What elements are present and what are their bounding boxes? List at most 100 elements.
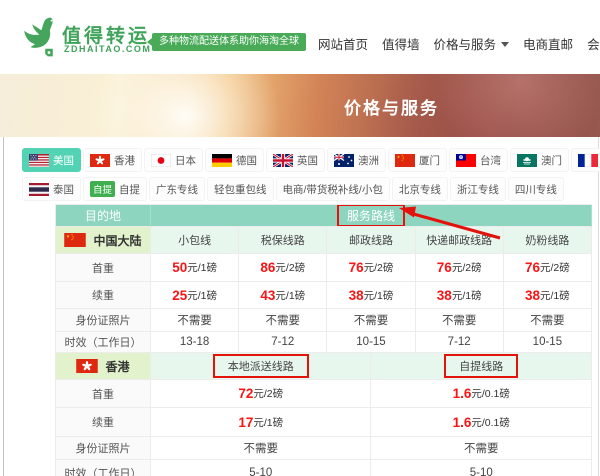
de-flag-icon <box>212 153 232 167</box>
price-cell: 76 元/2磅 <box>327 254 416 282</box>
nav-item-direct-mail[interactable]: 电商直邮 <box>523 38 574 52</box>
au-flag-icon <box>334 153 354 167</box>
id-required-cell: 不需要 <box>151 437 372 460</box>
brand-name[interactable]: 值得转运 <box>62 26 151 47</box>
region-hongkong: 香港 <box>56 353 151 380</box>
nav-item-pricing[interactable]: 价格与服务 <box>434 34 510 53</box>
cn-flag-icon <box>395 153 415 167</box>
gb-flag-icon <box>273 153 293 167</box>
tab-macau[interactable]: 澳门 <box>510 148 569 172</box>
delivery-time-cell: 13-18 <box>151 332 240 353</box>
route-express-postal: 快递邮政线路 <box>415 227 504 254</box>
delivery-time-cell: 7-12 <box>415 332 504 353</box>
route-postal: 邮政线路 <box>327 227 416 254</box>
row-label-id-photo: 身份证照片 <box>56 309 151 332</box>
window-right-edge <box>598 0 599 476</box>
nav-item-home[interactable]: 网站首页 <box>318 38 369 52</box>
nav-item-wall[interactable]: 值得墙 <box>382 38 420 52</box>
top-header: 值得转运 ZDHAITAO.COM 多种物流配送体系助你海淘全球 网站首页 值得… <box>0 0 600 74</box>
nav-item-community[interactable]: 会员社区 <box>587 38 600 52</box>
price-cell: 76 元/2磅 <box>415 254 504 282</box>
tab-australia[interactable]: 澳洲 <box>327 148 386 172</box>
route-tabs: 泰国 自提 自提 广东专线 轻包重包线 电商/带货税补线/小包 北京专线 浙江专… <box>22 177 566 201</box>
price-cell: 76 元/2磅 <box>503 254 592 282</box>
tab-xiamen[interactable]: 厦门 <box>388 148 447 172</box>
price-table: 目的地 服务路线 中国大陆 小包线 税保线路 邮政线路 快递邮政线路 奶粉线路 … <box>55 204 592 476</box>
mo-flag-icon <box>517 153 537 167</box>
us-flag-icon <box>29 153 49 167</box>
price-cell: 17 元/1磅 <box>151 408 372 437</box>
tab-uk[interactable]: 英国 <box>266 148 325 172</box>
self-pickup-badge: 自提 <box>90 181 116 197</box>
delivery-time-cell: 7-12 <box>239 332 328 353</box>
delivery-time-cell: 5-10 <box>151 460 372 476</box>
window-left-edge <box>3 0 4 476</box>
tab-taiwan[interactable]: 台湾 <box>449 148 508 172</box>
brand-bird-icon[interactable] <box>20 15 62 59</box>
brand-slogan-badge: 多种物流配送体系助你海淘全球 <box>147 33 306 51</box>
id-required-cell: 不需要 <box>327 309 416 332</box>
local-delivery-highlight: 本地派送线路 <box>212 354 309 378</box>
tab-hongkong[interactable]: 香港 <box>83 148 142 172</box>
delivery-time-cell: 10-15 <box>327 332 416 353</box>
route-small-parcel: 小包线 <box>151 227 240 254</box>
col-header-destination: 目的地 <box>56 205 151 227</box>
tw-flag-icon <box>456 153 476 167</box>
id-required-cell: 不需要 <box>371 437 592 460</box>
price-cell: 86 元/2磅 <box>239 254 328 282</box>
fr-flag-icon <box>578 153 598 167</box>
tab-france[interactable]: 法国 <box>571 148 600 172</box>
price-cell: 38 元/1磅 <box>503 282 592 309</box>
route-tax-insured: 税保线路 <box>239 227 328 254</box>
tab-sichuan-line[interactable]: 四川专线 <box>507 177 564 201</box>
price-cell: 38 元/1磅 <box>327 282 416 309</box>
price-cell: 38 元/1磅 <box>415 282 504 309</box>
price-cell: 1.6 元/0.1磅 <box>371 408 592 437</box>
price-cell: 1.6 元/0.1磅 <box>371 380 592 408</box>
delivery-time-cell: 10-15 <box>503 332 592 353</box>
col-header-routes: 服务路线 <box>151 205 592 227</box>
tab-thailand[interactable]: 泰国 <box>22 177 81 201</box>
th-flag-icon <box>29 182 49 196</box>
row-label-first-weight: 首重 <box>56 254 151 282</box>
self-pickup-highlight: 自提线路 <box>444 354 519 378</box>
row-label-next-weight: 续重 <box>56 408 151 437</box>
tab-light-heavy-line[interactable]: 轻包重包线 <box>207 177 274 201</box>
tab-zhejiang-line[interactable]: 浙江专线 <box>449 177 506 201</box>
cn-flag-icon <box>64 233 87 247</box>
tab-self-pickup[interactable]: 自提 自提 <box>83 177 148 201</box>
id-required-cell: 不需要 <box>239 309 328 332</box>
id-required-cell: 不需要 <box>415 309 504 332</box>
tab-ecommerce-tax-line[interactable]: 电商/带货税补线/小包 <box>275 177 390 201</box>
delivery-time-cell: 5-10 <box>371 460 592 476</box>
tab-beijing-line[interactable]: 北京专线 <box>391 177 448 201</box>
tab-japan[interactable]: 日本 <box>144 148 203 172</box>
hero-banner: 价格与服务 <box>0 74 600 137</box>
row-label-delivery-time: 时效（工作日） <box>56 460 151 476</box>
price-cell: 43 元/1磅 <box>239 282 328 309</box>
route-header-highlight: 服务路线 <box>336 205 405 226</box>
tab-germany[interactable]: 德国 <box>205 148 264 172</box>
route-self-pickup: 自提线路 <box>371 353 592 380</box>
region-china: 中国大陆 <box>56 227 151 254</box>
chevron-down-icon <box>501 42 510 47</box>
jp-flag-icon <box>151 153 171 167</box>
row-label-next-weight: 续重 <box>56 282 151 309</box>
hk-flag-icon <box>90 153 110 167</box>
id-required-cell: 不需要 <box>503 309 592 332</box>
page-title: 价格与服务 <box>344 99 439 118</box>
main-nav: 网站首页 值得墙 价格与服务 电商直邮 会员社区 <box>318 34 600 53</box>
id-required-cell: 不需要 <box>151 309 240 332</box>
row-label-id-photo: 身份证照片 <box>56 437 151 460</box>
row-label-delivery-time: 时效（工作日） <box>56 332 151 353</box>
brand-domain: ZDHAITAO.COM <box>64 44 152 54</box>
country-tabs: 美国 香港 日本 德国 英国 澳洲 厦门 台湾 澳门 法国 <box>22 148 600 172</box>
hk-flag-icon <box>76 359 99 373</box>
price-cell: 25 元/1磅 <box>151 282 240 309</box>
tab-usa[interactable]: 美国 <box>22 148 81 172</box>
row-label-first-weight: 首重 <box>56 380 151 408</box>
route-local-delivery: 本地派送线路 <box>151 353 372 380</box>
price-cell: 50 元/1磅 <box>151 254 240 282</box>
route-milk-powder: 奶粉线路 <box>503 227 592 254</box>
tab-guangdong-line[interactable]: 广东专线 <box>149 177 206 201</box>
